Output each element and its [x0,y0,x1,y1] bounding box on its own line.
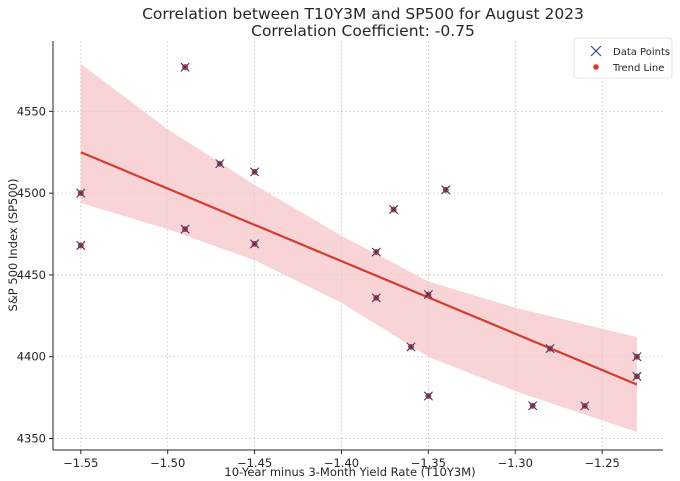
data-point [632,371,642,381]
legend-x-marker [590,45,602,57]
data-point [580,401,590,411]
legend-marker-trend-line [593,64,599,70]
data-point-x-marker [632,371,642,381]
y-tick-label: 4500 [17,186,46,200]
data-points-layer [76,62,642,411]
y-axis-label: S&P 500 Index (SP500) [6,179,20,312]
data-point [250,167,260,177]
confidence-band-layer [80,63,637,433]
data-point-x-marker [371,247,381,257]
y-tick-label: 4550 [17,104,46,118]
data-point-x-marker [180,224,190,234]
x-tick-label: −1.50 [150,456,185,470]
data-point [441,185,451,195]
data-point [389,204,399,215]
data-point [423,391,433,401]
data-point-x-marker [545,343,555,354]
trend-line [80,151,638,386]
data-point-x-marker [441,185,451,195]
data-point-x-marker [76,188,86,198]
data-point [215,159,225,169]
data-point-x-marker [250,239,260,249]
legend-label-data-points: Data Points [613,47,670,58]
data-point-x-marker [528,401,538,411]
data-point [545,343,555,354]
x-tick-label: −1.25 [585,456,620,470]
axes: −1.55 −1.50 −1.45 −1.40 −1.35 −1.30 −1.25 4350 4… [17,41,663,470]
legend-dot-marker [593,64,599,70]
data-point-x-marker [250,167,260,177]
data-point-x-marker [371,293,381,303]
x-axis-label: 10-Year minus 3-Month Yield Rate (T10Y3M… [224,465,475,479]
confidence-band [80,63,637,433]
y-tick-label: 4400 [17,350,46,364]
data-point [250,239,260,249]
data-point [180,62,190,72]
data-point [406,342,416,352]
data-point [371,293,381,303]
data-point-x-marker [389,204,399,215]
data-point [76,188,86,198]
data-point-x-marker [423,289,433,300]
data-point-x-marker [632,352,642,362]
chart-subtitle: Correlation Coefficient: -0.75 [251,22,475,40]
data-point [423,289,433,300]
data-point-x-marker [180,62,190,72]
legend-label-trend-line: Trend Line [612,63,664,74]
data-point-x-marker [423,391,433,401]
data-point-x-marker [215,159,225,169]
y-tick-label: 4450 [17,268,46,282]
data-point [528,401,538,411]
data-point [371,247,381,257]
x-tick-label: −1.45 [237,456,272,470]
y-tick-label: 4350 [17,432,46,446]
trend-line-layer [80,151,638,386]
legend-marker-data-points [590,45,602,57]
data-point-x-marker [76,240,86,251]
chart-title: Correlation between T10Y3M and SP500 for… [142,5,584,23]
x-tick-label: −1.35 [411,456,446,470]
data-point [632,352,642,362]
x-tick-label: −1.30 [498,456,533,470]
x-tick-label: −1.55 [63,456,98,470]
data-point [180,224,190,234]
data-point [76,240,86,251]
data-point-x-marker [580,401,590,411]
legend: Data Points Trend Line [573,37,673,79]
x-tick-label: −1.40 [324,456,359,470]
data-point-x-marker [406,342,416,352]
